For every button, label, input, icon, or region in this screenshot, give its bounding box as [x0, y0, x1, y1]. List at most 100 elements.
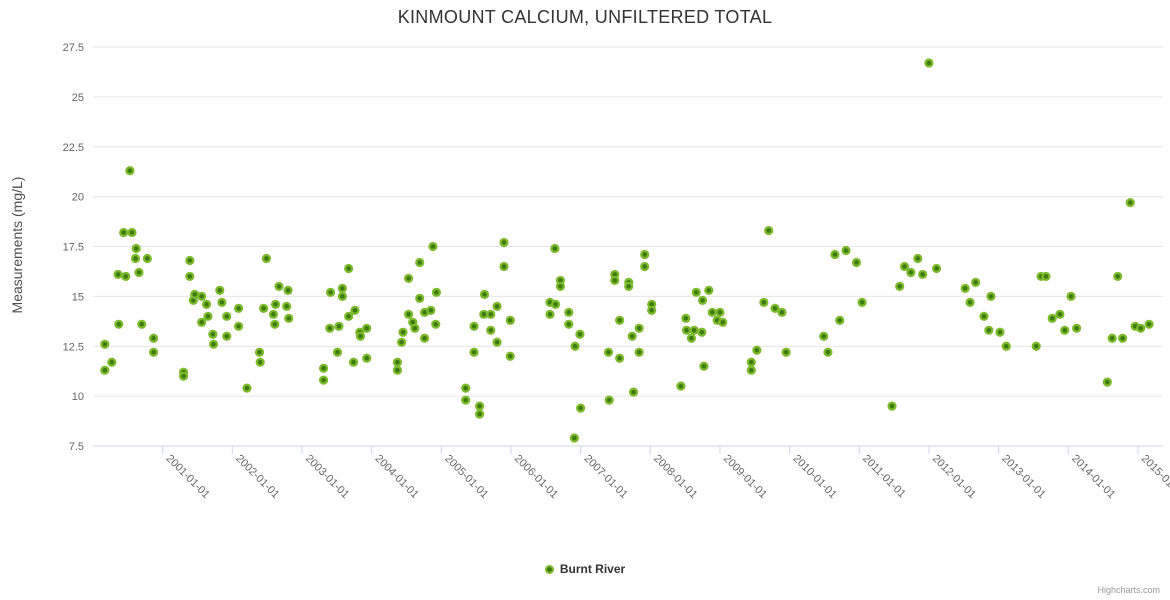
data-point[interactable] [691, 287, 701, 297]
data-point[interactable] [479, 309, 489, 319]
data-point[interactable] [268, 309, 279, 319]
data-point[interactable] [647, 305, 657, 315]
data-point[interactable] [681, 325, 692, 335]
data-point[interactable] [208, 329, 218, 339]
data-point[interactable] [222, 311, 232, 321]
data-point[interactable] [469, 347, 479, 357]
data-point[interactable] [986, 291, 996, 301]
data-point[interactable] [965, 297, 975, 307]
data-point[interactable] [261, 253, 272, 264]
data-point[interactable] [398, 327, 408, 337]
data-point[interactable] [550, 299, 561, 309]
data-point[interactable] [334, 321, 344, 331]
data-point[interactable] [337, 291, 347, 301]
data-point[interactable] [627, 331, 637, 341]
data-point[interactable] [403, 309, 414, 319]
data-point[interactable] [131, 243, 141, 254]
data-point[interactable] [715, 307, 725, 317]
data-point[interactable] [995, 327, 1005, 337]
highcharts-credit-link[interactable]: Highcharts.com [1097, 585, 1160, 595]
data-point[interactable] [410, 323, 420, 333]
data-point[interactable] [203, 311, 213, 321]
data-point[interactable] [134, 267, 144, 278]
data-point[interactable] [431, 319, 441, 329]
data-point[interactable] [764, 225, 774, 236]
data-point[interactable] [576, 403, 586, 413]
data-point[interactable] [569, 433, 579, 443]
data-point[interactable] [475, 401, 485, 411]
data-point[interactable] [781, 347, 791, 357]
data-point[interactable] [1055, 309, 1065, 319]
data-point[interactable] [274, 281, 284, 291]
data-point[interactable] [1060, 325, 1070, 335]
data-point[interactable] [431, 287, 442, 297]
data-point[interactable] [1136, 323, 1146, 333]
data-point[interactable] [259, 303, 269, 313]
data-point[interactable] [770, 303, 780, 313]
data-point[interactable] [190, 289, 200, 299]
data-point[interactable] [564, 319, 574, 329]
data-point[interactable] [254, 347, 265, 357]
data-point[interactable] [1102, 377, 1112, 387]
data-point[interactable] [634, 347, 644, 357]
data-point[interactable] [121, 271, 131, 282]
data-point[interactable] [615, 315, 625, 325]
data-point[interactable] [348, 357, 359, 367]
data-point[interactable] [564, 307, 574, 317]
data-point[interactable] [697, 327, 707, 337]
data-point[interactable] [1144, 319, 1154, 329]
data-point[interactable] [392, 357, 403, 367]
data-point[interactable] [746, 357, 756, 367]
data-point[interactable] [759, 297, 769, 307]
data-point[interactable] [344, 311, 354, 321]
data-point[interactable] [208, 339, 219, 349]
data-point[interactable] [201, 299, 212, 309]
data-point[interactable] [1001, 341, 1011, 351]
data-point[interactable] [499, 237, 509, 248]
data-point[interactable] [1117, 333, 1128, 343]
data-point[interactable] [575, 329, 585, 339]
data-point[interactable] [550, 243, 560, 254]
data-point[interactable] [100, 365, 110, 375]
data-point[interactable] [197, 317, 207, 327]
data-point[interactable] [217, 297, 227, 307]
data-point[interactable] [857, 297, 867, 307]
data-point[interactable] [318, 363, 329, 373]
data-point[interactable] [624, 281, 634, 291]
data-point[interactable] [960, 283, 970, 293]
data-point[interactable] [1031, 341, 1041, 351]
data-point[interactable] [1113, 271, 1123, 282]
data-point[interactable] [851, 257, 862, 268]
data-point[interactable] [137, 319, 147, 329]
data-point[interactable] [499, 261, 509, 272]
data-point[interactable] [841, 245, 851, 256]
data-point[interactable] [325, 323, 335, 333]
data-point[interactable] [100, 339, 110, 349]
data-point[interactable] [426, 305, 436, 315]
data-point[interactable] [107, 357, 117, 367]
data-point[interactable] [979, 311, 989, 321]
data-point[interactable] [899, 261, 910, 272]
data-point[interactable] [185, 255, 195, 266]
data-point[interactable] [610, 275, 620, 286]
data-point[interactable] [1041, 271, 1051, 282]
data-point[interactable] [475, 409, 485, 419]
data-point[interactable] [887, 401, 897, 411]
data-point[interactable] [270, 319, 280, 329]
data-point[interactable] [142, 253, 152, 264]
data-point[interactable] [233, 321, 244, 331]
data-point[interactable] [318, 375, 329, 385]
data-point[interactable] [505, 315, 515, 325]
data-point[interactable] [823, 347, 833, 357]
data-point[interactable] [130, 253, 141, 264]
data-point[interactable] [114, 319, 124, 329]
data-point[interactable] [486, 309, 496, 319]
data-point[interactable] [149, 347, 159, 357]
data-point[interactable] [233, 303, 244, 313]
data-point[interactable] [337, 283, 347, 293]
data-point[interactable] [127, 227, 137, 238]
data-point[interactable] [615, 353, 625, 363]
data-point[interactable] [603, 347, 614, 357]
data-point[interactable] [932, 263, 942, 274]
data-point[interactable] [492, 301, 502, 311]
